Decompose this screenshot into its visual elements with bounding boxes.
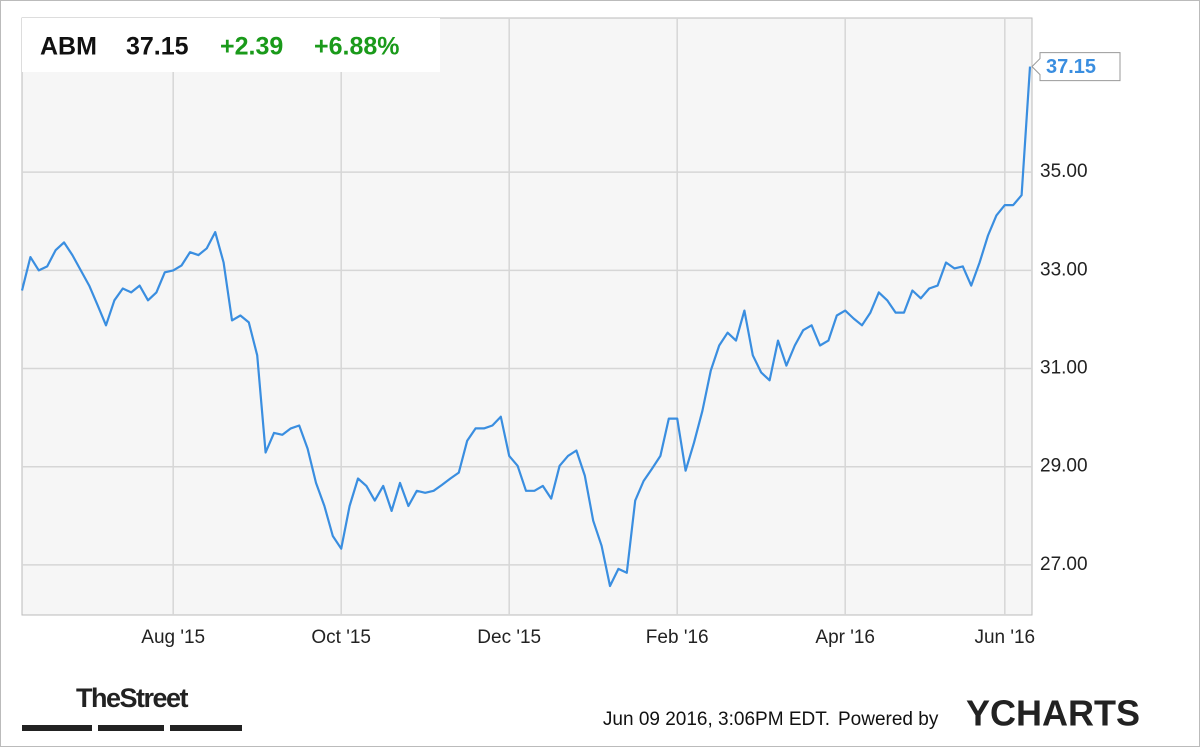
price: 37.15 [126,33,189,61]
y-tick-label: 27.00 [1040,554,1088,575]
change: +2.39 [220,33,283,61]
symbol: ABM [40,33,97,61]
x-tick-label: Feb '16 [646,627,709,648]
x-tick-label: Oct '15 [311,627,371,648]
y-tick-label: 33.00 [1040,259,1088,280]
y-tick-label: 31.00 [1040,358,1088,379]
x-tick-label: Aug '15 [141,627,205,648]
powered-by: Powered by [838,709,939,730]
brand-logo: YCHARTS [966,693,1140,734]
y-tick-label: 35.00 [1040,161,1088,182]
header-box [22,18,440,72]
x-tick-label: Jun '16 [974,627,1035,648]
y-tick-label: 29.00 [1040,456,1088,477]
last-price-label: 37.15 [1046,56,1096,78]
last-price-callout [1031,52,1121,82]
change-pct: +6.88% [314,33,400,61]
source-logo: TheStreet [76,683,189,713]
logo-bar [170,725,242,731]
logo-bar [22,725,92,731]
plot-area [21,17,1033,616]
x-tick-label: Apr '16 [815,627,875,648]
price-line [20,66,1032,588]
logo-bar [98,725,164,731]
timestamp: Jun 09 2016, 3:06PM EDT. [603,709,830,730]
x-tick-label: Dec '15 [477,627,541,648]
